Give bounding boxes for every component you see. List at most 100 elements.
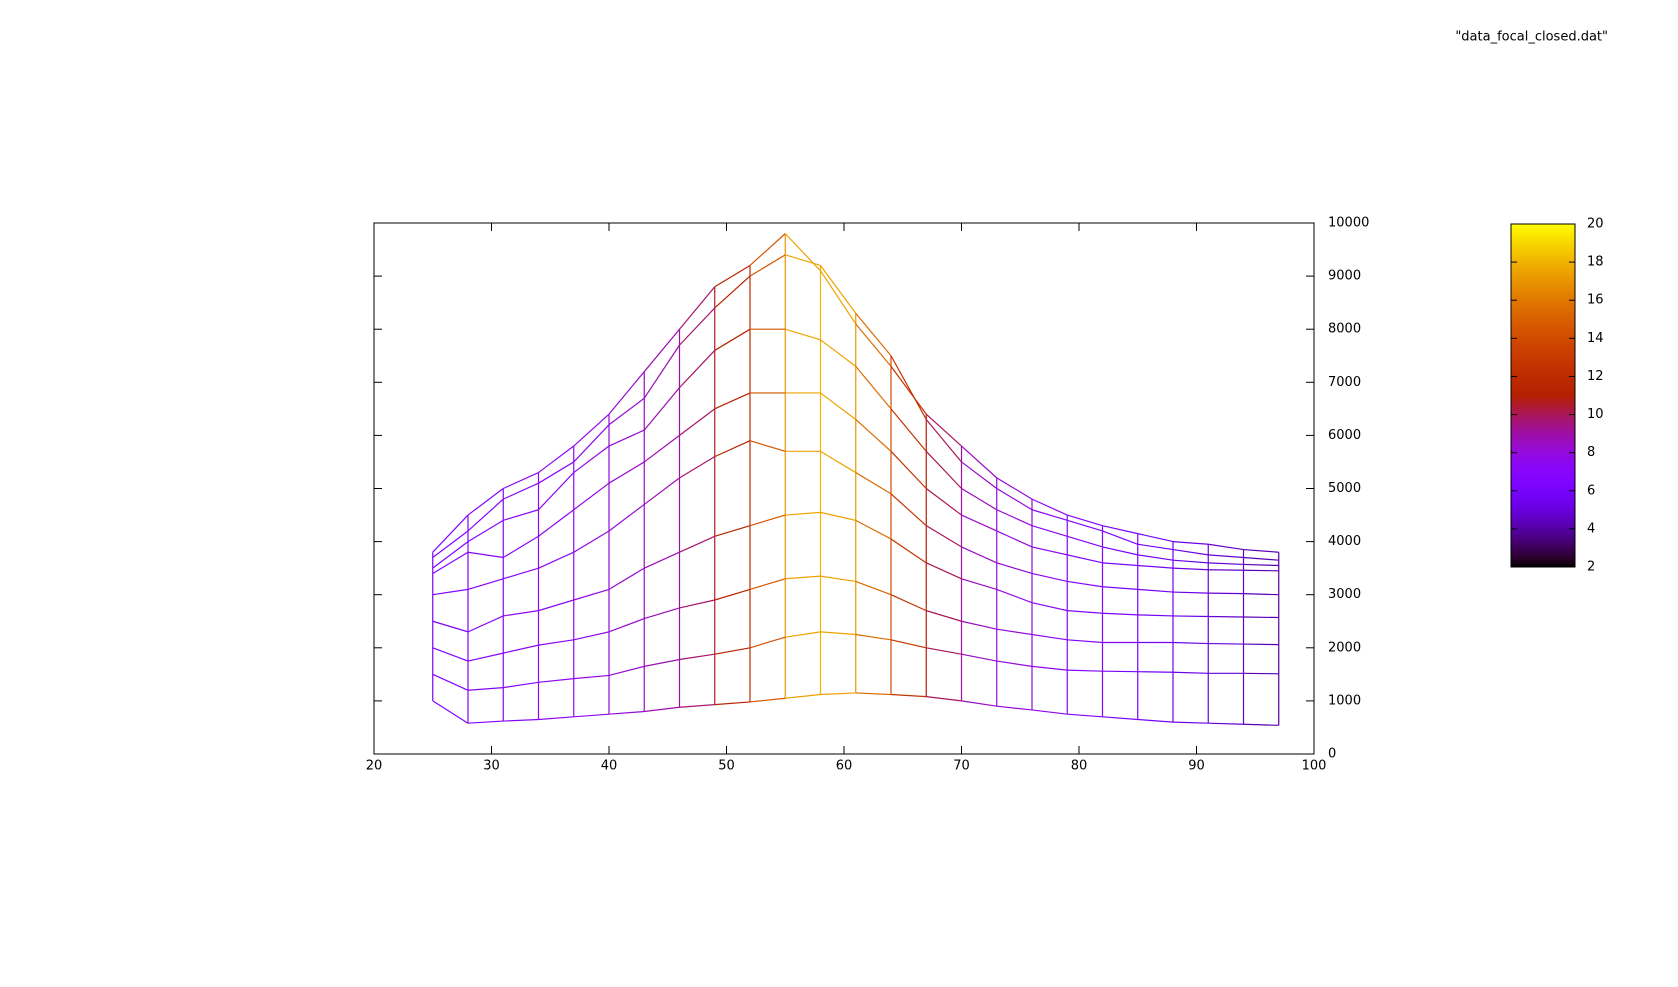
surface-row-segment: [643, 328, 680, 373]
surface-row-segment: [538, 461, 575, 484]
surface-row-segment: [1243, 593, 1279, 596]
y-tick-label: 5000: [1328, 481, 1361, 496]
surface-row-segment: [1172, 548, 1209, 556]
surface-row-segment: [432, 514, 469, 553]
surface-row-segment: [1243, 616, 1279, 619]
surface-row-segment: [1137, 614, 1174, 617]
surface-row-segment: [961, 461, 998, 489]
surface-row-segment: [1067, 713, 1103, 718]
surface-row-segment: [926, 647, 962, 655]
surface-row-segment: [961, 653, 997, 662]
surface-row-segment: [1031, 525, 1068, 537]
surface-row-segment: [1067, 519, 1103, 532]
x-tick-label: 20: [366, 759, 383, 774]
surface-row-segment: [679, 599, 715, 609]
surface-row-segment: [714, 588, 751, 601]
surface-row-segment: [644, 551, 680, 569]
surface-row-segment: [785, 328, 821, 341]
surface-row-segment: [644, 706, 680, 713]
surface-row-segment: [1172, 615, 1209, 618]
surface-row-segment: [1067, 554, 1103, 564]
surface-row-segment: [503, 681, 539, 689]
surface-row-segment: [538, 599, 574, 612]
x-tick-label: 40: [601, 759, 618, 774]
surface-row-segment: [432, 541, 469, 569]
x-tick-label: 60: [836, 759, 853, 774]
surface-row-segment: [749, 636, 786, 649]
surface-row-segment: [890, 538, 927, 564]
surface-row-segment: [573, 445, 610, 474]
surface-row-segment: [855, 692, 892, 696]
y-tick-label: 7000: [1328, 375, 1361, 390]
surface-row-segment: [1208, 642, 1244, 645]
surface-row-segment: [1137, 543, 1174, 551]
surface-row-segment: [573, 413, 610, 447]
surface-row-segment: [1208, 722, 1244, 725]
surface-row-segment: [820, 631, 856, 636]
surface-row-segment: [890, 493, 927, 527]
surface-row-segment: [432, 588, 469, 596]
surface-row-segment: [1067, 669, 1103, 672]
surface-row-segment: [890, 450, 927, 489]
surface-row-segment: [1243, 569, 1279, 572]
surface-row-segment: [749, 514, 786, 527]
surface-row-segment: [749, 233, 786, 266]
surface-row-segment: [467, 652, 504, 662]
surface-row-segment: [925, 525, 962, 548]
surface-row-segment: [996, 628, 1033, 636]
surface-row-segment: [1172, 721, 1209, 724]
surface-row-segment: [467, 615, 504, 633]
surface-row-segment: [926, 696, 962, 702]
surface-row-segment: [1172, 641, 1209, 645]
surface-row-segment: [749, 254, 786, 277]
surface-row-segment: [503, 718, 539, 722]
surface-row-segment: [855, 365, 892, 410]
surface-row-segment: [785, 511, 821, 516]
surface-row-segment: [1208, 592, 1244, 595]
surface-row-segment: [890, 355, 927, 420]
surface-row-segment: [608, 665, 645, 676]
surface-row-segment: [503, 509, 539, 521]
surface-row-segment: [749, 440, 786, 452]
surface-row-segment: [820, 270, 857, 325]
surface-row-segment: [503, 567, 539, 580]
surface-row-segment: [925, 413, 962, 447]
surface-row-segment: [1031, 498, 1068, 516]
surface-row-segment: [996, 660, 1033, 667]
y-tick-label: 0: [1328, 747, 1336, 762]
surface-row-segment: [820, 339, 857, 367]
surface-row-segment: [503, 472, 539, 490]
surface-row-segment: [467, 551, 504, 559]
cb-tick-label: 12: [1587, 369, 1604, 384]
surface-row-segment: [855, 472, 892, 495]
surface-row-segment: [820, 450, 857, 474]
surface-row-segment: [1243, 723, 1279, 726]
surface-row-segment: [573, 482, 610, 511]
surface-row-segment: [573, 530, 610, 553]
surface-row-segment: [538, 678, 574, 683]
surface-row-segment: [961, 487, 998, 511]
surface-row-segment: [608, 461, 645, 484]
surface-row-segment: [820, 392, 857, 420]
surface-row-segment: [855, 519, 892, 540]
surface-row-segment: [1137, 533, 1174, 543]
surface-row-segment: [644, 658, 680, 667]
y-tick-label: 4000: [1328, 534, 1361, 549]
surface-row-segment: [1208, 554, 1244, 559]
surface-row-segment: [573, 588, 610, 601]
surface-row-segment: [714, 440, 751, 458]
surface-row-segment: [644, 607, 680, 620]
surface-row-segment: [890, 693, 927, 698]
surface-row-segment: [1067, 639, 1103, 644]
surface-row-segment: [503, 482, 539, 500]
surface-row-segment: [961, 445, 998, 479]
surface-row-segment: [855, 312, 892, 357]
surface-row-segment: [925, 450, 962, 489]
y-tick-label: 8000: [1328, 322, 1361, 337]
surface-row-segment: [573, 424, 610, 463]
surface-row-segment: [926, 610, 962, 622]
cb-tick-label: 18: [1587, 255, 1604, 270]
surface-row-segment: [467, 498, 504, 532]
surface-row-segment: [820, 265, 857, 314]
